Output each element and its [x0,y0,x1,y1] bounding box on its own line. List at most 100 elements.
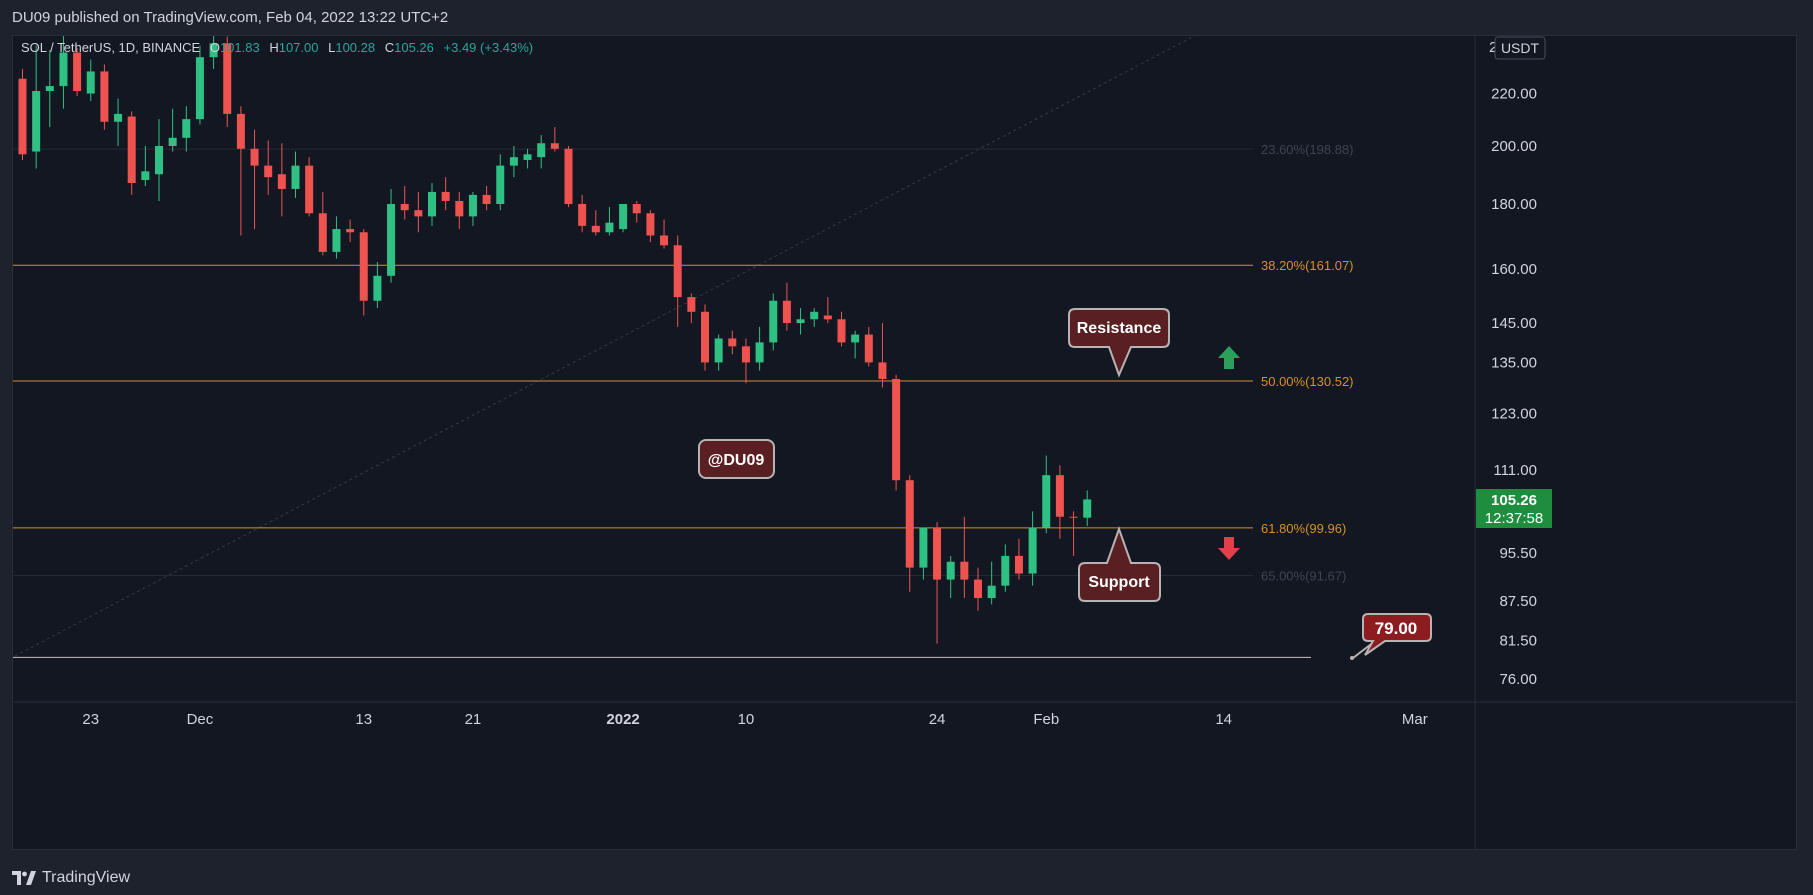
price-tick-label: 111.00 [1493,462,1537,479]
candle-body [400,204,409,211]
time-tick-label: 23 [82,711,99,728]
author-label: @DU09 [708,452,765,469]
last-price-tag [1476,489,1552,528]
price-tick-label: 81.50 [1499,632,1537,649]
low-label: L [328,40,335,55]
candle-body [878,362,887,379]
diagonal-trend-line [14,36,1196,657]
candle-body [591,225,600,233]
tradingview-logo-icon [12,871,36,885]
price-axis[interactable]: 220.00 200.00 180.00 160.00 145.00 135.00 123.… [1491,86,1537,688]
footer-brand[interactable]: TradingView [12,869,130,887]
price-tick-label: 76.00 [1499,671,1537,688]
candle-body [851,334,860,343]
candle-body [605,222,614,233]
time-tick-label: 24 [929,711,946,728]
time-axis[interactable]: 23 Dec 13 21 2022 10 24 Feb 14 Mar [82,711,1427,728]
candle-body [987,585,996,599]
candle-body [441,191,450,201]
candle-body [414,210,423,217]
support-callout [1078,525,1161,602]
price-tick-label: 95.50 [1499,545,1537,562]
candle-body [714,338,723,363]
candle-body [209,43,218,58]
price-tick-label: 200.00 [1491,138,1537,155]
price-tick-label: 135.00 [1491,354,1537,371]
candle-body [892,378,901,481]
open-label: O [210,40,220,55]
candlestick-chart[interactable]: 23.60%(198.88) 38.20%(161.07) 50.00%(130.5… [13,36,1797,850]
price-tick-label: 123.00 [1491,406,1537,423]
down-arrow-icon [1218,537,1240,560]
price-target-box [1362,613,1432,656]
high-value: 107.00 [279,40,319,55]
time-tick-label: 14 [1215,711,1232,728]
candle-body [564,148,573,205]
candle-body [796,319,805,324]
price-tick-label: 160.00 [1491,261,1537,278]
price-tick-label: 180.00 [1491,196,1537,213]
candle-body [933,527,942,580]
candle-body [905,480,914,568]
time-tick-label: 21 [465,711,482,728]
candle-body [755,342,764,363]
high-label: H [269,40,278,55]
candle-body [428,191,436,217]
candle-body [946,561,955,580]
fib-level-label: 38.20%(161.07) [1261,258,1354,273]
last-price-value: 105.26 [1491,492,1537,509]
time-tick-label: 13 [355,711,372,728]
symbol-legend: SOL / TetherUS, 1D, BINANCE O101.83 H107… [21,40,533,55]
candle-body [919,527,928,568]
candle-body [864,334,873,363]
time-tick-label: Feb [1033,711,1059,728]
fib-level-label: 50.00%(130.52) [1261,374,1354,389]
up-arrow-icon [1218,346,1240,369]
candle-body [769,300,778,343]
published-header: DU09 published on TradingView.com, Feb 0… [12,9,449,26]
candle-body [1001,555,1010,586]
currency-badge[interactable]: USDT [1501,40,1540,56]
candle-body [660,235,669,246]
candle-body [1014,555,1023,574]
candle-body [523,154,532,160]
candle-body [782,300,791,324]
time-tick-label: 10 [738,711,755,728]
price-axis-top-partial: 2 [1489,39,1497,56]
resistance-callout [1068,308,1170,378]
open-value: 101.83 [220,40,260,55]
candle-body [332,229,341,252]
candle-body [45,86,54,92]
candle-body [509,157,518,166]
price-tick-label: 220.00 [1491,86,1537,103]
candle-body [823,315,832,320]
candle-body [619,204,628,230]
candle-body [1069,516,1078,518]
close-value: 105.26 [394,40,434,55]
candle-body [537,143,546,158]
candle-body [701,311,709,363]
resistance-label: Resistance [1077,320,1162,337]
candle-body [59,52,68,87]
candle-body [236,113,245,149]
candle-body [1028,527,1037,574]
candle-body [100,71,109,122]
candle-body [155,146,163,175]
low-value: 100.28 [335,40,375,55]
candle-body [18,78,27,155]
chart-panel[interactable]: 23.60%(198.88) 38.20%(161.07) 50.00%(130.5… [12,35,1797,850]
candle-body [728,338,737,347]
candle-body [632,204,641,214]
currency-badge-bg[interactable] [1494,36,1546,60]
candle-body [182,119,191,138]
candle-body [223,43,232,114]
support-label: Support [1088,574,1150,591]
candle-body [687,297,696,312]
candle-body [318,213,327,252]
candles-layer [18,36,1092,644]
candle-body [346,229,355,233]
fib-level-label: 65.00%(91.67) [1261,569,1346,584]
candle-body [73,52,82,92]
fib-level-label: 61.80%(99.96) [1261,521,1346,536]
candle-body [127,116,136,184]
